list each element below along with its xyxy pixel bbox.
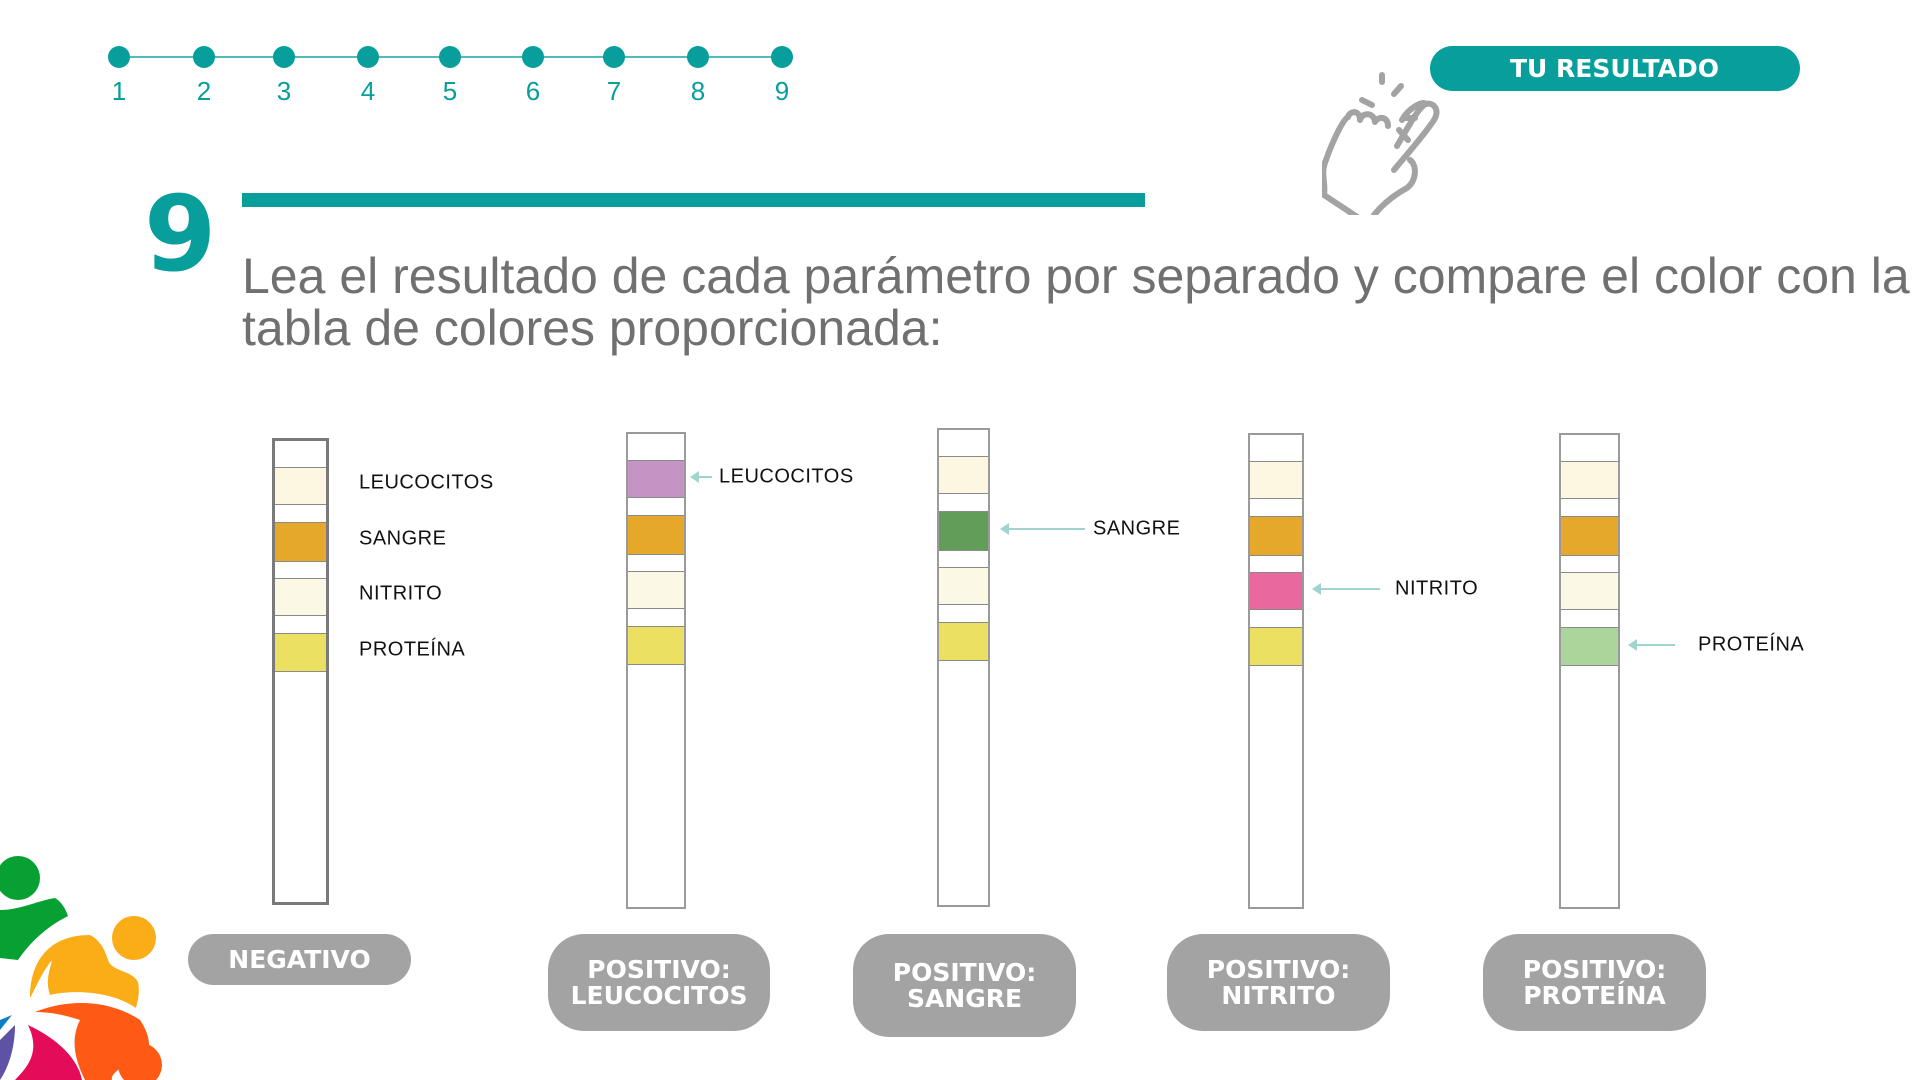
step-dot-6[interactable] <box>522 46 544 68</box>
arrow-left-icon <box>1000 523 1085 535</box>
pad-proteina <box>628 626 684 665</box>
pad-sangre <box>275 522 326 562</box>
test-strip <box>272 438 329 905</box>
pad-leucocitos <box>275 467 326 505</box>
step-number-label: 2 <box>196 76 212 106</box>
pad-nitrito <box>275 578 326 616</box>
tu-resultado-button[interactable]: TU RESULTADO <box>1430 46 1800 91</box>
step-dot-2[interactable] <box>193 46 215 68</box>
pad-label-proteina: PROTEÍNA <box>359 638 466 660</box>
pad-leucocitos <box>939 456 988 494</box>
step-number-label: 9 <box>774 76 790 106</box>
pad-nitrito <box>628 571 684 609</box>
pad-sangre <box>1250 516 1302 556</box>
result-badge: NEGATIVO <box>188 934 411 985</box>
highlight-label: NITRITO <box>1395 577 1479 600</box>
pad-nitrito <box>1250 572 1302 610</box>
arrow-left-icon <box>690 471 712 483</box>
result-badge: POSITIVO: PROTEÍNA <box>1483 934 1706 1031</box>
pad-sangre <box>1561 516 1618 556</box>
pad-proteina <box>939 622 988 661</box>
step-dot-8[interactable] <box>687 46 709 68</box>
pad-sangre <box>628 515 684 555</box>
tu-resultado-label: TU RESULTADO <box>1510 54 1719 83</box>
hand-pointer-click-icon <box>1322 72 1440 215</box>
stepper-connector <box>368 56 450 58</box>
step-number-label: 3 <box>276 76 292 106</box>
pad-nitrito <box>1561 572 1618 610</box>
stepper-connector <box>614 56 698 58</box>
result-badge: POSITIVO: LEUCOCITOS <box>548 934 770 1031</box>
step-number-label: 5 <box>442 76 458 106</box>
step-number-label: 4 <box>360 76 376 106</box>
pad-leucocitos <box>628 460 684 498</box>
pad-sangre <box>939 511 988 551</box>
step-number-label: 6 <box>525 76 541 106</box>
step-dot-5[interactable] <box>439 46 461 68</box>
test-strip <box>937 428 990 907</box>
pad-leucocitos <box>1250 461 1302 499</box>
arrow-left-icon <box>1312 583 1380 595</box>
pad-label-leucocitos: LEUCOCITOS <box>359 471 494 494</box>
pad-proteina <box>275 633 326 672</box>
highlight-label: LEUCOCITOS <box>719 465 854 488</box>
step-number: 9 <box>144 173 217 295</box>
step-number-label: 7 <box>606 76 622 106</box>
stepper-connector <box>698 56 782 58</box>
arrow-left-icon <box>1628 638 1675 651</box>
pad-leucocitos <box>1561 461 1618 499</box>
step-dot-4[interactable] <box>357 46 379 68</box>
pad-label-nitrito: NITRITO <box>359 582 443 605</box>
stepper-connector <box>119 56 204 58</box>
result-badge: POSITIVO: NITRITO <box>1167 934 1390 1031</box>
pad-nitrito <box>939 567 988 605</box>
step-number-label: 8 <box>690 76 706 106</box>
result-badge: POSITIVO: SANGRE <box>853 934 1076 1037</box>
highlight-label: SANGRE <box>1093 517 1181 540</box>
stepper-connector <box>533 56 614 58</box>
test-strip <box>1248 433 1304 909</box>
step-number-label: 1 <box>111 76 127 106</box>
step-dot-7[interactable] <box>603 46 625 68</box>
test-strip <box>1559 433 1620 909</box>
title-accent-bar <box>242 193 1145 207</box>
step-dot-1[interactable] <box>108 46 130 68</box>
test-strip <box>626 432 686 909</box>
pad-proteina <box>1561 627 1618 666</box>
pad-proteina <box>1250 627 1302 666</box>
step-dot-3[interactable] <box>273 46 295 68</box>
logo <box>0 856 162 1080</box>
step-dot-9[interactable] <box>771 46 793 68</box>
step-instruction: Lea el resultado de cada parámetro por s… <box>242 248 1910 356</box>
stepper-connector <box>450 56 533 58</box>
highlight-label: PROTEÍNA <box>1698 633 1805 655</box>
pad-label-sangre: SANGRE <box>359 527 447 550</box>
stepper-connector <box>204 56 284 58</box>
stepper-connector <box>284 56 368 58</box>
